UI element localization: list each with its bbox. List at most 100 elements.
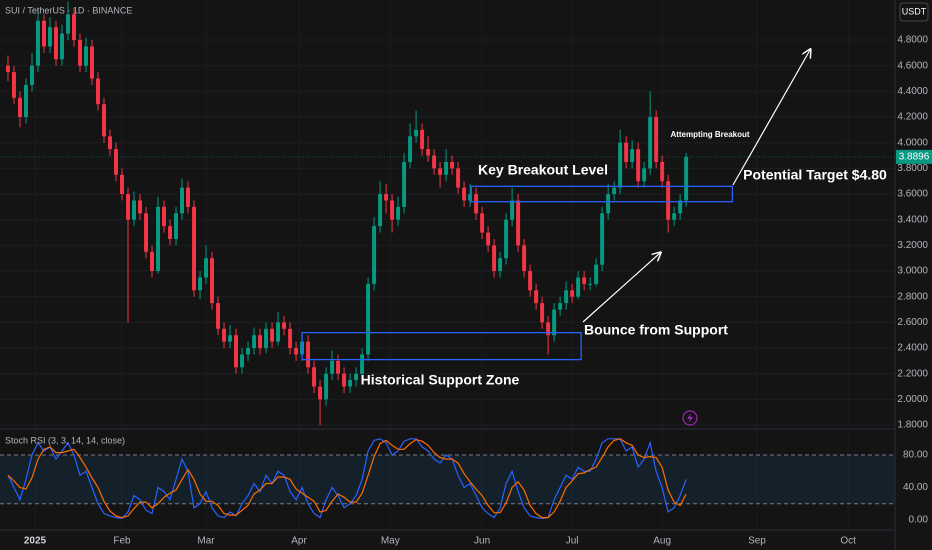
candle-body: [294, 348, 299, 355]
candle-body: [378, 194, 383, 227]
candle-body: [168, 226, 173, 239]
candle-body: [258, 335, 263, 349]
candle-body: [504, 219, 509, 259]
candle-body: [384, 194, 389, 201]
candle-body: [498, 258, 503, 272]
stoch-line: [7, 438, 687, 520]
candle-body: [624, 142, 629, 162]
candle-body: [138, 200, 142, 214]
currency-button[interactable]: [899, 2, 929, 22]
candle-body: [588, 283, 593, 285]
candle-body: [654, 117, 659, 162]
candle-body: [642, 168, 647, 182]
candle-body: [522, 245, 527, 272]
candle-body: [468, 194, 473, 201]
candle-body: [408, 136, 413, 162]
x-tick-label: Sep: [748, 536, 766, 547]
y-tick-label: 2.2000: [897, 368, 928, 379]
candle-body: [210, 258, 215, 304]
candle-body: [552, 309, 557, 336]
arrow: [732, 50, 810, 186]
candle-body: [678, 200, 683, 214]
candle-body: [306, 341, 311, 368]
candle-body: [618, 142, 623, 188]
candle-body: [474, 194, 479, 214]
y-tick-label: 4.4000: [897, 86, 928, 97]
candle-body: [414, 129, 419, 137]
candle-body: [150, 251, 154, 272]
candle-body: [396, 206, 401, 220]
zone: [301, 331, 582, 361]
candle-body: [390, 200, 395, 220]
candle-body: [246, 348, 251, 355]
candle-body: [186, 187, 191, 207]
candle-body: [132, 200, 136, 220]
candle-body: [360, 354, 365, 374]
candle-body: [594, 264, 599, 284]
event-icon[interactable]: [682, 410, 698, 426]
candle-body: [270, 328, 275, 342]
candle-body: [366, 283, 371, 355]
currency-label[interactable]: USDT: [902, 6, 927, 16]
event-icon-bolt: [687, 413, 693, 423]
candle-body: [354, 373, 359, 381]
candle-body: [492, 245, 497, 272]
x-tick-label: Mar: [197, 536, 215, 547]
candle-body: [444, 161, 449, 175]
candle-body: [516, 200, 521, 246]
x-tick-label: Apr: [291, 536, 307, 547]
candle-body: [60, 33, 64, 60]
arrow: [582, 253, 660, 323]
candle-body: [192, 206, 197, 291]
candle-body: [534, 290, 539, 304]
candle-body: [372, 226, 377, 284]
x-tick-label: Jun: [474, 536, 490, 547]
y-tick-label: 40.00: [903, 482, 928, 493]
candle-body: [234, 335, 239, 368]
candle-body: [324, 373, 329, 400]
candle-body: [276, 322, 281, 342]
last-price-tag: [896, 149, 932, 164]
candle-body: [288, 328, 293, 349]
candle-body: [636, 149, 641, 182]
candle-body: [96, 78, 100, 105]
candle-body: [558, 303, 563, 310]
candle-body: [576, 277, 581, 297]
x-tick-label: Jul: [566, 536, 579, 547]
candle-body: [204, 258, 209, 278]
candle-body: [648, 117, 653, 169]
candle-body: [672, 213, 677, 220]
candle-body: [318, 386, 323, 400]
stoch-line: [7, 438, 687, 519]
y-tick-label: 4.2000: [897, 112, 928, 123]
y-tick-label: 2.8000: [897, 291, 928, 302]
candle-body: [348, 380, 353, 387]
band-fill: [0, 455, 895, 504]
candle-body: [312, 367, 317, 387]
candle-body: [66, 14, 70, 34]
candle-body: [30, 65, 34, 85]
annotation: Potential Target $4.80: [743, 167, 887, 183]
candle-body: [438, 168, 443, 175]
candle-body: [36, 20, 40, 66]
symbol-header: SUI / TetherUS · 1D · BINANCE: [5, 5, 132, 15]
candle-body: [222, 328, 227, 342]
candle-body: [612, 187, 617, 195]
x-tick-label: Feb: [113, 536, 131, 547]
candle-body: [540, 303, 545, 323]
candle-body: [228, 335, 233, 342]
candle-body: [84, 46, 88, 66]
candle-body: [198, 277, 203, 291]
x-tick-label: Oct: [840, 536, 856, 547]
candle-body: [450, 161, 455, 169]
candle-body: [336, 360, 341, 374]
candle-body: [666, 181, 671, 220]
candle-body: [342, 373, 347, 387]
candle-body: [420, 129, 425, 150]
candle-body: [174, 213, 179, 239]
candle-body: [156, 206, 160, 272]
candle-body: [456, 168, 461, 188]
candle-body: [660, 161, 665, 182]
